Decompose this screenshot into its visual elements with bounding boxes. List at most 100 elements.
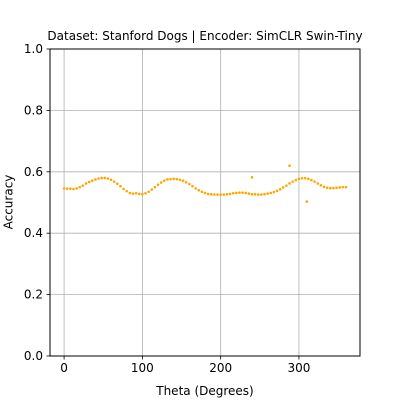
scatter-point — [294, 178, 298, 182]
scatter-point — [272, 190, 276, 194]
scatter-point — [328, 186, 332, 190]
scatter-point — [216, 193, 219, 196]
scatter-point — [322, 185, 326, 189]
scatter-point — [263, 192, 266, 196]
scatter-point — [159, 181, 163, 184]
scatter-point — [250, 192, 254, 196]
scatter-point — [332, 186, 335, 190]
axis-ticks: 0 100 200 300 0.0 0.2 0.4 0.6 0.8 1.0 — [24, 42, 310, 375]
y-tick-label: 0.2 — [24, 288, 43, 302]
scatter-point — [238, 191, 241, 194]
scatter-point — [278, 187, 282, 191]
y-tick-label: 0.6 — [24, 165, 43, 179]
scatter-point — [119, 184, 122, 188]
scatter-point — [94, 178, 97, 181]
scatter-point — [109, 178, 113, 182]
scatter-point — [325, 186, 329, 190]
scatter-point — [310, 178, 313, 182]
scatter-point — [260, 193, 263, 196]
scatter-point — [169, 177, 172, 181]
scatter-point — [141, 192, 144, 196]
scatter-point — [116, 182, 119, 186]
scatter-point — [100, 176, 103, 180]
x-tick-label: 100 — [131, 361, 154, 375]
scatter-point — [256, 193, 260, 196]
scatter-point — [78, 185, 82, 189]
scatter-point — [172, 177, 175, 181]
y-tick-label: 1.0 — [24, 42, 43, 56]
scatter-point — [125, 189, 129, 193]
scatter-point — [194, 187, 197, 190]
scatter-point — [275, 189, 279, 193]
scatter-point — [175, 177, 179, 181]
scatter-point — [97, 177, 100, 180]
scatter-point — [231, 191, 235, 195]
scatter-point — [69, 187, 72, 190]
y-axis-label: Accuracy — [2, 175, 16, 230]
scatter-point — [200, 190, 204, 194]
scatter-point — [316, 182, 320, 185]
scatter-point — [228, 192, 232, 196]
scatter-point — [112, 180, 116, 183]
scatter-point — [203, 191, 207, 195]
scatter-point — [297, 177, 301, 181]
scatter-point — [319, 184, 323, 187]
scatter-point — [72, 187, 75, 191]
scatter-point — [250, 176, 254, 179]
scatter-point — [184, 180, 188, 184]
scatter-point — [266, 192, 269, 195]
scatter-point — [244, 191, 248, 195]
y-tick-label: 0.8 — [24, 103, 43, 117]
scatter-point — [288, 182, 291, 185]
y-tick-label: 0.0 — [24, 349, 43, 363]
scatter-point — [62, 187, 66, 190]
scatter-point — [344, 185, 348, 189]
scatter-point — [191, 184, 194, 188]
scatter-point — [253, 192, 257, 196]
scatter-point — [291, 180, 294, 183]
scatter-point — [222, 193, 226, 196]
scatter-point — [285, 184, 288, 187]
scatter-point — [209, 192, 213, 196]
scatter-point — [90, 179, 94, 183]
scatter-point — [269, 191, 273, 195]
scatter-point — [65, 187, 69, 190]
scatter-point — [131, 192, 135, 195]
scatter-point — [181, 179, 185, 183]
plot-frame — [49, 48, 361, 357]
scatter-point — [84, 182, 88, 185]
scatter-point — [241, 191, 244, 194]
scatter-point — [81, 184, 85, 187]
scatter-point — [137, 192, 141, 196]
scatter-point — [281, 186, 285, 189]
scatter-point — [335, 186, 338, 190]
x-tick-label: 300 — [287, 361, 310, 375]
scatter-point — [144, 191, 147, 195]
scatter-point — [178, 178, 182, 182]
scatter-point — [156, 183, 160, 186]
scatter-point — [313, 180, 316, 183]
scatter-point — [225, 192, 229, 196]
scatter-point — [197, 188, 201, 192]
scatter-point — [206, 192, 210, 196]
x-tick-label: 200 — [209, 361, 232, 375]
scatter-point — [162, 179, 166, 183]
scatter-point — [87, 180, 91, 184]
scatter-point — [247, 192, 251, 195]
scatter-point — [75, 187, 78, 190]
scatter-point — [303, 176, 307, 180]
scatter-point — [307, 177, 310, 181]
scatter-point — [235, 191, 238, 195]
scatter-point — [188, 182, 191, 186]
scatter-point — [150, 188, 154, 191]
x-axis-label: Theta (Degrees) — [155, 384, 253, 398]
scatter-point — [134, 191, 138, 195]
scatter-point — [300, 176, 304, 180]
scatter-point — [106, 177, 110, 180]
data-points — [62, 164, 348, 203]
scatter-point — [147, 190, 150, 194]
scatter-point — [219, 193, 222, 196]
